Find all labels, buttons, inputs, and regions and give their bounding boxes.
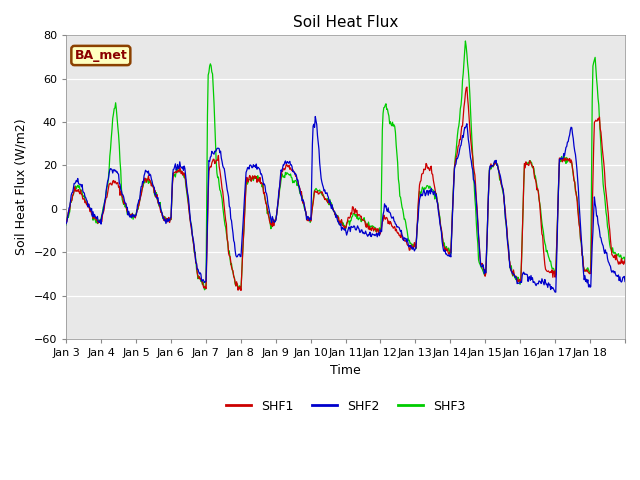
Y-axis label: Soil Heat Flux (W/m2): Soil Heat Flux (W/m2)	[15, 119, 28, 255]
Title: Soil Heat Flux: Soil Heat Flux	[293, 15, 398, 30]
Text: BA_met: BA_met	[74, 49, 127, 62]
X-axis label: Time: Time	[330, 363, 361, 376]
Legend: SHF1, SHF2, SHF3: SHF1, SHF2, SHF3	[221, 395, 470, 418]
